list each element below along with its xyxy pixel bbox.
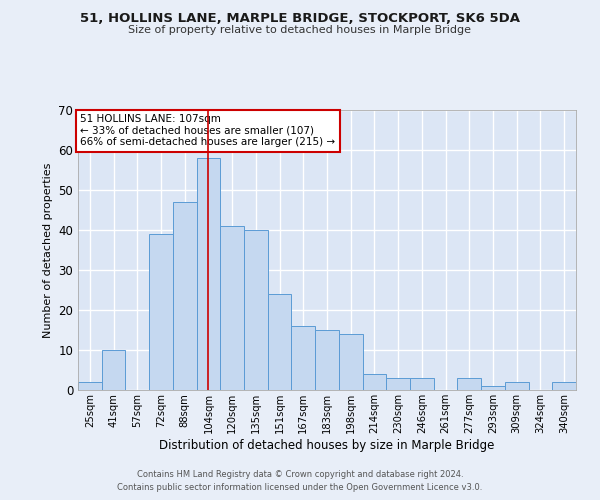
X-axis label: Distribution of detached houses by size in Marple Bridge: Distribution of detached houses by size … bbox=[160, 438, 494, 452]
Text: Contains HM Land Registry data © Crown copyright and database right 2024.
Contai: Contains HM Land Registry data © Crown c… bbox=[118, 470, 482, 492]
Bar bbox=[78, 382, 102, 390]
Bar bbox=[386, 378, 410, 390]
Bar bbox=[481, 386, 505, 390]
Bar bbox=[552, 382, 576, 390]
Bar bbox=[410, 378, 434, 390]
Bar bbox=[173, 202, 197, 390]
Y-axis label: Number of detached properties: Number of detached properties bbox=[43, 162, 53, 338]
Bar bbox=[268, 294, 292, 390]
Text: 51, HOLLINS LANE, MARPLE BRIDGE, STOCKPORT, SK6 5DA: 51, HOLLINS LANE, MARPLE BRIDGE, STOCKPO… bbox=[80, 12, 520, 26]
Bar bbox=[505, 382, 529, 390]
Bar bbox=[315, 330, 339, 390]
Bar bbox=[244, 230, 268, 390]
Bar bbox=[220, 226, 244, 390]
Text: Size of property relative to detached houses in Marple Bridge: Size of property relative to detached ho… bbox=[128, 25, 472, 35]
Text: 51 HOLLINS LANE: 107sqm
← 33% of detached houses are smaller (107)
66% of semi-d: 51 HOLLINS LANE: 107sqm ← 33% of detache… bbox=[80, 114, 335, 148]
Bar bbox=[362, 374, 386, 390]
Bar bbox=[102, 350, 125, 390]
Bar bbox=[197, 158, 220, 390]
Bar bbox=[292, 326, 315, 390]
Bar bbox=[149, 234, 173, 390]
Bar bbox=[457, 378, 481, 390]
Bar bbox=[339, 334, 362, 390]
